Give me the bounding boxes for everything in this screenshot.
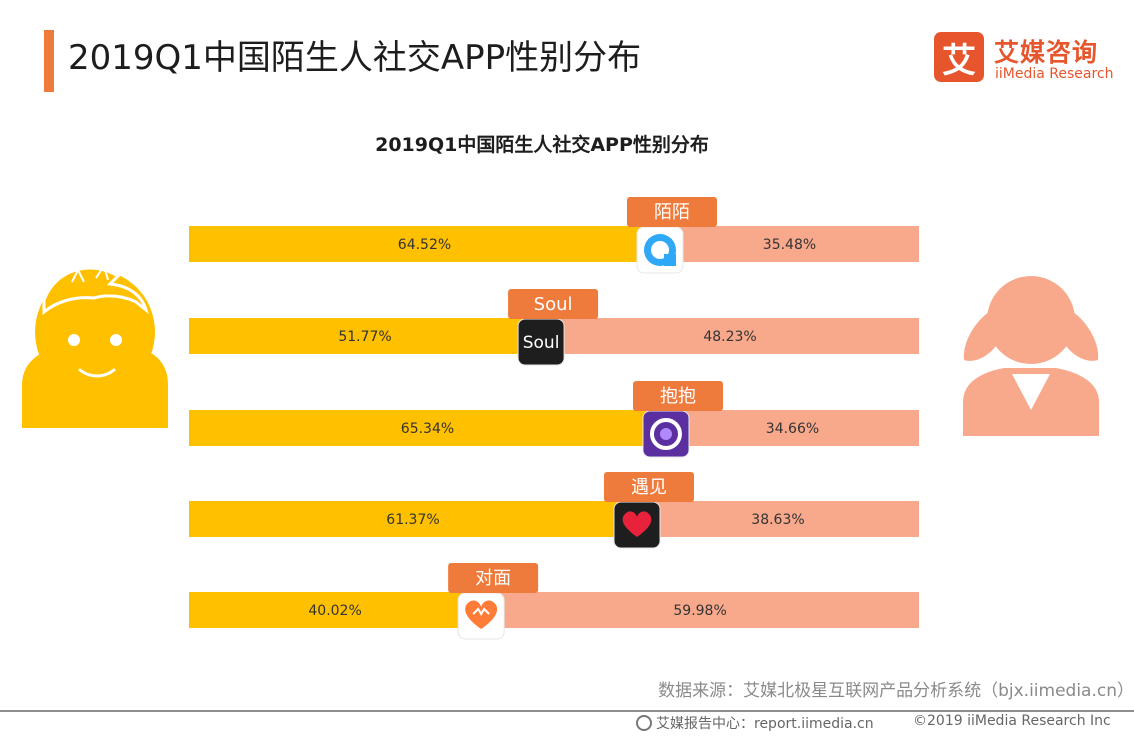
app-name-label: 遇见 xyxy=(631,477,667,498)
svg-text:Soul: Soul xyxy=(523,333,560,353)
footer-copyright: ©2019 iiMedia Research Inc xyxy=(913,713,1111,729)
bar-male xyxy=(189,410,666,446)
bar-male xyxy=(189,226,660,262)
value-label-female: 59.98% xyxy=(673,603,726,619)
footer-report-link[interactable]: 艾媒报告中心：report.iimedia.cn xyxy=(636,713,874,733)
footer-divider xyxy=(0,710,1134,712)
value-label-female: 38.63% xyxy=(751,512,804,528)
page-title: 2019Q1中国陌生人社交APP性别分布 xyxy=(68,38,642,78)
app-name-label: 对面 xyxy=(475,568,511,589)
yujian-icon xyxy=(613,501,661,549)
value-label-male: 61.37% xyxy=(386,512,439,528)
app-name-badge xyxy=(626,197,717,227)
value-label-male: 40.02% xyxy=(308,603,361,619)
bar-female xyxy=(541,318,919,354)
bar-female xyxy=(637,501,919,537)
logo-name-en: iiMedia Research xyxy=(995,66,1114,82)
chart-title: 2019Q1中国陌生人社交APP性别分布 xyxy=(375,134,709,156)
male-avatar-icon xyxy=(22,263,168,428)
iimedia-logo: 艾 艾媒咨询 iiMedia Research xyxy=(934,32,1124,88)
duimian-icon xyxy=(457,592,505,640)
bar-male xyxy=(189,592,482,628)
app-name-badge xyxy=(508,289,599,319)
logo-name-cn: 艾媒咨询 xyxy=(994,38,1099,67)
logo-mark: 艾 xyxy=(934,32,984,82)
app-name-badge xyxy=(604,472,695,502)
app-name-badge xyxy=(448,563,539,593)
bar-male xyxy=(189,501,638,537)
footer-report-text: 艾媒报告中心：report.iimedia.cn xyxy=(656,716,874,732)
value-label-male: 64.52% xyxy=(398,237,451,253)
value-label-male: 65.34% xyxy=(401,421,454,437)
data-source: 数据来源：艾媒北极星互联网产品分析系统（bjx.iimedia.cn） xyxy=(658,681,1134,701)
momo-icon xyxy=(636,226,684,274)
baobao-icon xyxy=(642,410,690,458)
value-label-female: 34.66% xyxy=(766,421,819,437)
bar-female xyxy=(481,592,919,628)
title-accent-bar xyxy=(44,30,54,92)
value-label-female: 35.48% xyxy=(763,237,816,253)
value-label-male: 51.77% xyxy=(338,329,391,345)
soul-icon: Soul xyxy=(517,318,565,366)
globe-icon xyxy=(636,715,652,731)
app-name-label: 抱抱 xyxy=(660,386,696,407)
app-name-label: Soul xyxy=(534,294,573,315)
app-name-badge xyxy=(632,381,723,411)
bar-female xyxy=(659,226,919,262)
bar-female xyxy=(665,410,919,446)
app-name-label: 陌陌 xyxy=(654,202,690,223)
bar-male xyxy=(189,318,542,354)
value-label-female: 48.23% xyxy=(703,329,756,345)
female-avatar-icon xyxy=(963,276,1099,436)
